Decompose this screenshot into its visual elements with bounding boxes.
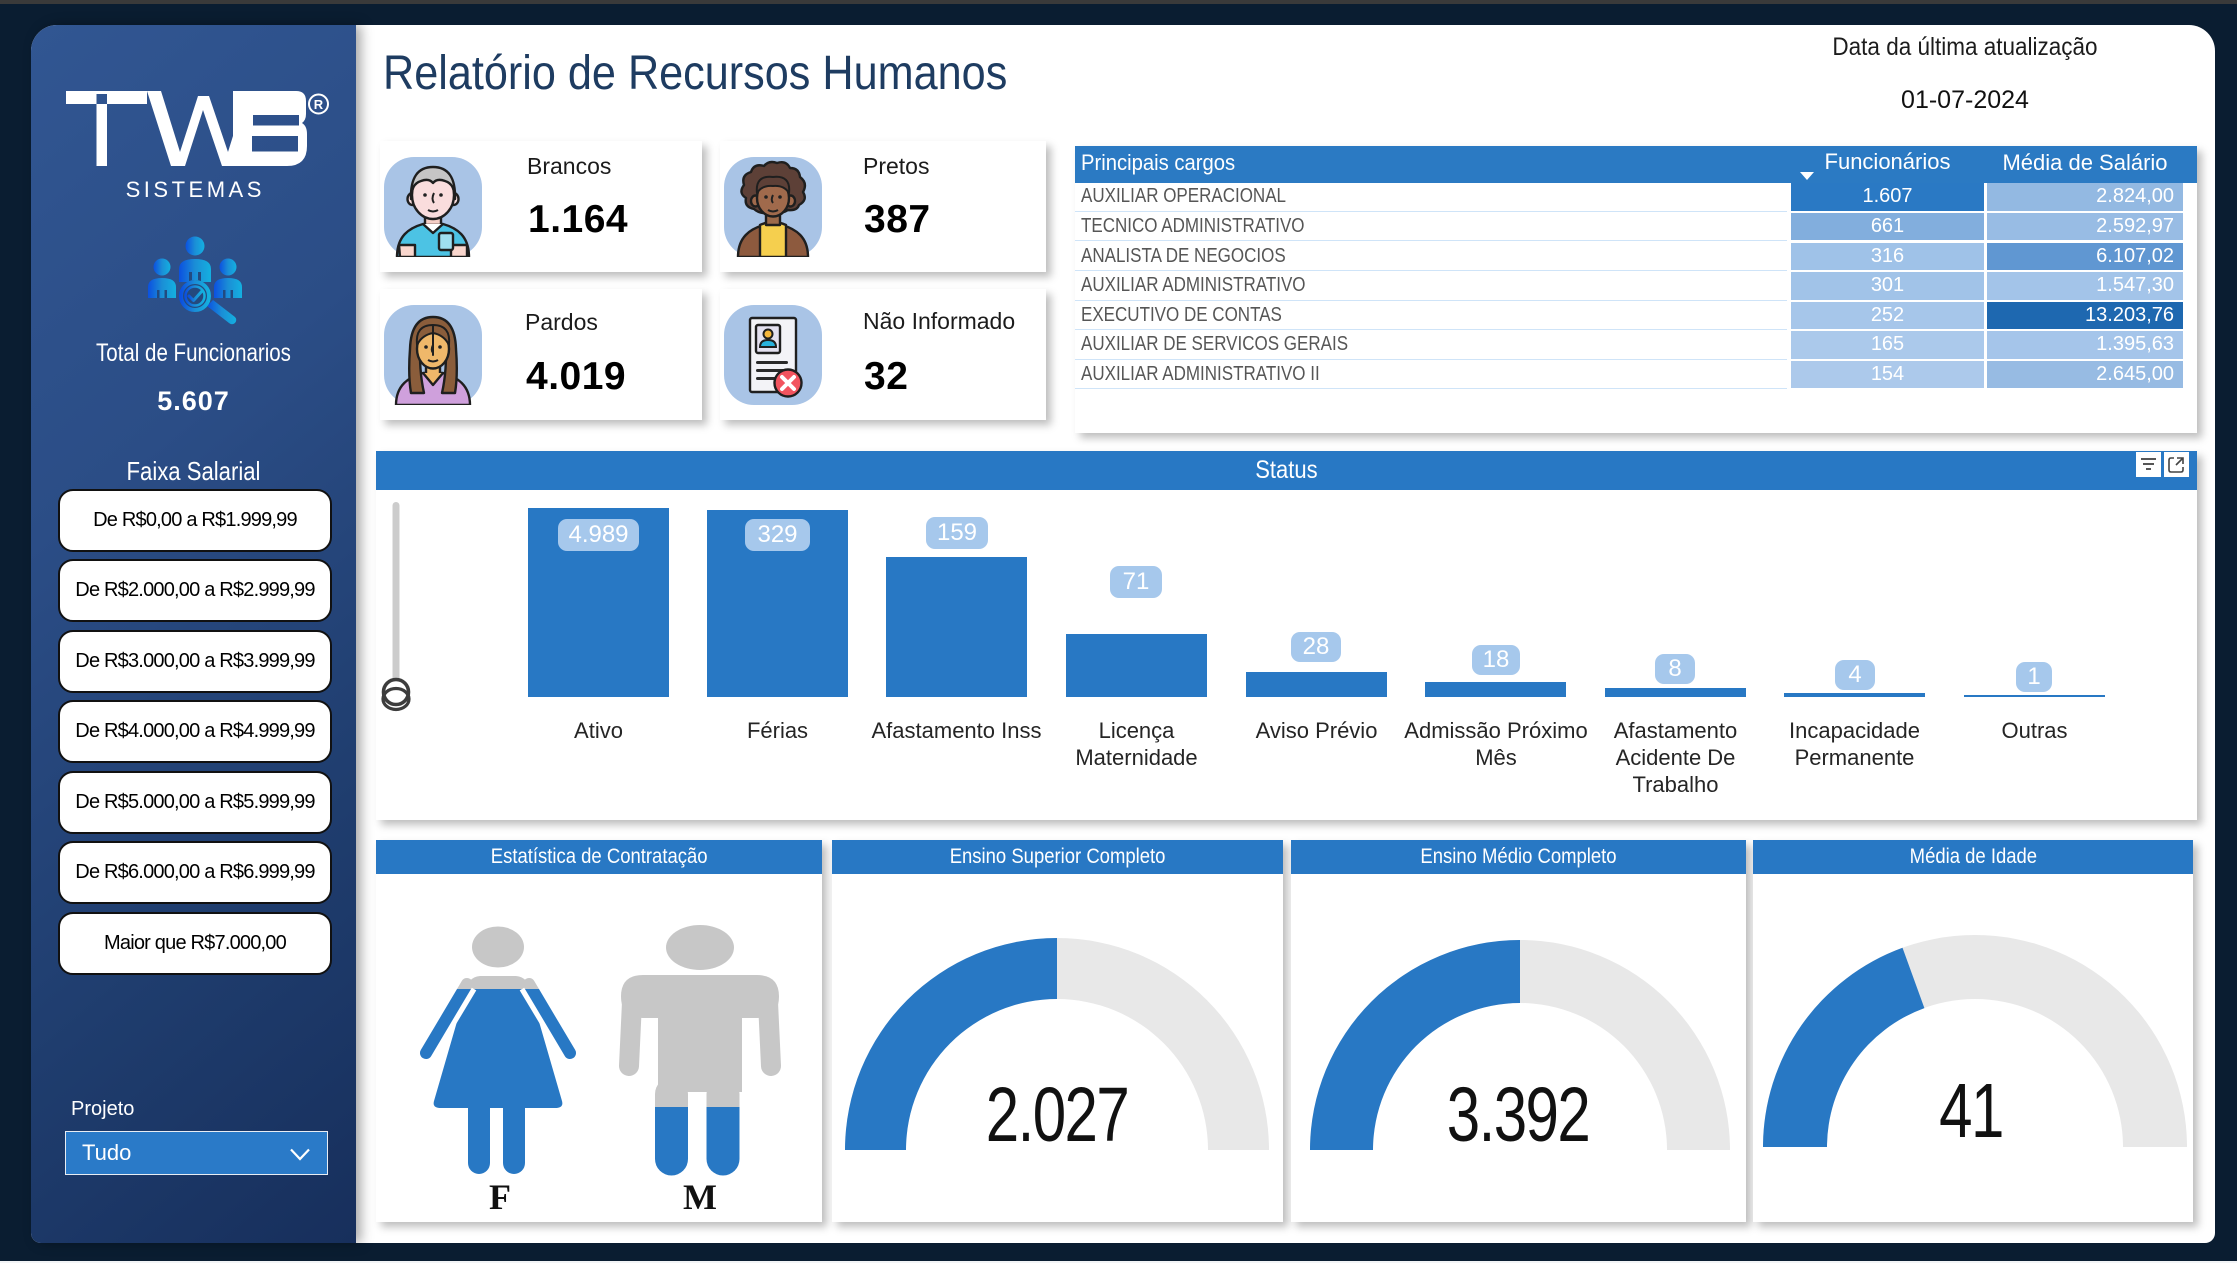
svg-text:R: R	[314, 97, 324, 112]
